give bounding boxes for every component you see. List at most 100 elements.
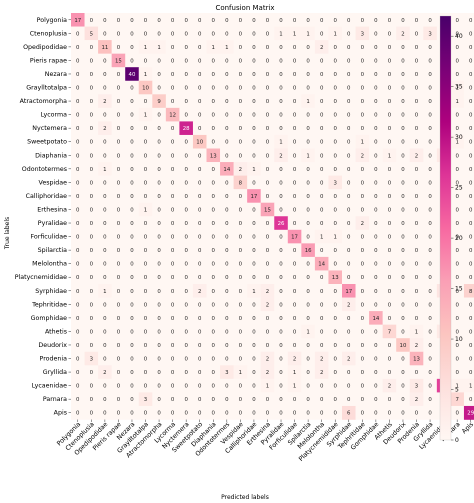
- heatmap-cell: [355, 256, 370, 271]
- cell-value: 0: [388, 167, 392, 173]
- cell-value: 2: [266, 289, 269, 295]
- cell-value: 0: [184, 329, 188, 335]
- heatmap-cell: [192, 121, 207, 136]
- cell-value: 0: [171, 18, 175, 24]
- heatmap-cell: [71, 80, 85, 95]
- heatmap-cell: [314, 229, 329, 244]
- cell-value: 0: [239, 411, 243, 417]
- cell-value: 0: [279, 99, 283, 105]
- cell-value: 0: [198, 86, 202, 92]
- heatmap-cell: [111, 365, 126, 380]
- heatmap-cell: [138, 392, 153, 407]
- heatmap-cell: [314, 175, 329, 190]
- heatmap-cell: [463, 202, 474, 217]
- heatmap-cell: [179, 134, 194, 149]
- cell-value: 0: [374, 126, 378, 132]
- heatmap-cell: [84, 189, 99, 203]
- heatmap-cell: [287, 229, 302, 244]
- cell-value: 0: [103, 58, 107, 64]
- cell-value: 0: [198, 194, 202, 200]
- heatmap-cell: [152, 121, 167, 136]
- heatmap-cell: [287, 297, 302, 312]
- cell-value: 0: [334, 370, 338, 376]
- heatmap-cell: [84, 202, 99, 217]
- heatmap-cell: [274, 378, 289, 393]
- heatmap-cell: [463, 53, 474, 68]
- heatmap-cell: [84, 53, 99, 68]
- heatmap-cell: [463, 162, 474, 176]
- cell-value: 0: [469, 86, 473, 92]
- heatmap-cell: [355, 94, 370, 109]
- cell-value: 0: [347, 18, 351, 24]
- heatmap-cell: [247, 134, 261, 149]
- cell-value: 0: [239, 153, 243, 159]
- heatmap-cell: [409, 284, 424, 298]
- heatmap-cell: [111, 80, 126, 95]
- heatmap-cell: [355, 405, 370, 420]
- cell-value: 0: [334, 167, 338, 173]
- heatmap-cell: [355, 202, 370, 217]
- heatmap-cell: [192, 148, 207, 163]
- y-tick-label: Lycaenidae: [32, 383, 67, 390]
- cell-value: 0: [347, 58, 351, 64]
- heatmap-cell: [152, 378, 167, 393]
- cell-value: 0: [293, 343, 297, 349]
- cell-value: 0: [388, 194, 392, 200]
- cell-value: 0: [455, 72, 459, 78]
- cell-value: 0: [90, 140, 94, 146]
- cell-value: 0: [225, 153, 229, 159]
- cell-value: 0: [184, 248, 188, 254]
- cell-value: 0: [334, 248, 338, 254]
- heatmap-cell: [125, 270, 140, 285]
- cell-value: 0: [198, 235, 202, 241]
- heatmap-cell: [382, 162, 397, 176]
- cell-value: 0: [469, 262, 473, 268]
- cell-value: 0: [293, 302, 297, 308]
- cell-value: 0: [130, 167, 134, 173]
- cell-value: 0: [388, 126, 392, 132]
- cell-value: 0: [198, 167, 202, 173]
- heatmap-cell: [274, 175, 289, 190]
- heatmap-cell: [423, 270, 438, 285]
- heatmap-cell: [423, 134, 438, 149]
- heatmap-cell: [396, 338, 411, 353]
- heatmap-cell: [287, 67, 302, 82]
- cell-value: 2: [103, 126, 106, 132]
- cell-value: 0: [469, 140, 473, 146]
- cell-value: 0: [306, 180, 310, 186]
- colorbar-tick-label: 35: [455, 84, 463, 91]
- cell-value: 0: [144, 140, 148, 146]
- cell-value: 0: [157, 289, 161, 295]
- cell-value: 0: [239, 113, 243, 119]
- heatmap-cell: [342, 392, 356, 407]
- heatmap-cell: [233, 338, 248, 353]
- heatmap-cell: [206, 297, 221, 312]
- heatmap-cell: [450, 134, 465, 149]
- cell-value: 0: [76, 72, 80, 78]
- heatmap-cell: [328, 148, 343, 163]
- cell-value: 0: [90, 180, 94, 186]
- heatmap-cell: [152, 311, 167, 325]
- cell-value: 0: [225, 397, 229, 403]
- heatmap-cell: [84, 351, 99, 366]
- cell-value: 0: [266, 180, 270, 186]
- cell-value: 0: [171, 343, 175, 349]
- cell-value: 3: [415, 384, 418, 390]
- cell-value: 0: [266, 194, 270, 200]
- heatmap-cell: [192, 13, 207, 27]
- cell-value: 0: [225, 99, 229, 105]
- cell-value: 0: [103, 248, 107, 254]
- cell-value: 0: [76, 302, 80, 308]
- cell-value: 0: [144, 18, 148, 24]
- cell-value: 0: [212, 275, 216, 281]
- cell-value: 0: [198, 126, 202, 132]
- cell-value: 0: [252, 411, 256, 417]
- heatmap-cell: [369, 351, 383, 366]
- cell-value: 0: [428, 126, 432, 132]
- heatmap-cell: [409, 53, 424, 68]
- heatmap-cell: [409, 324, 424, 339]
- cell-value: 0: [225, 289, 229, 295]
- heatmap-cell: [301, 284, 316, 298]
- heatmap-cell: [111, 243, 126, 258]
- heatmap-cell: [206, 107, 221, 122]
